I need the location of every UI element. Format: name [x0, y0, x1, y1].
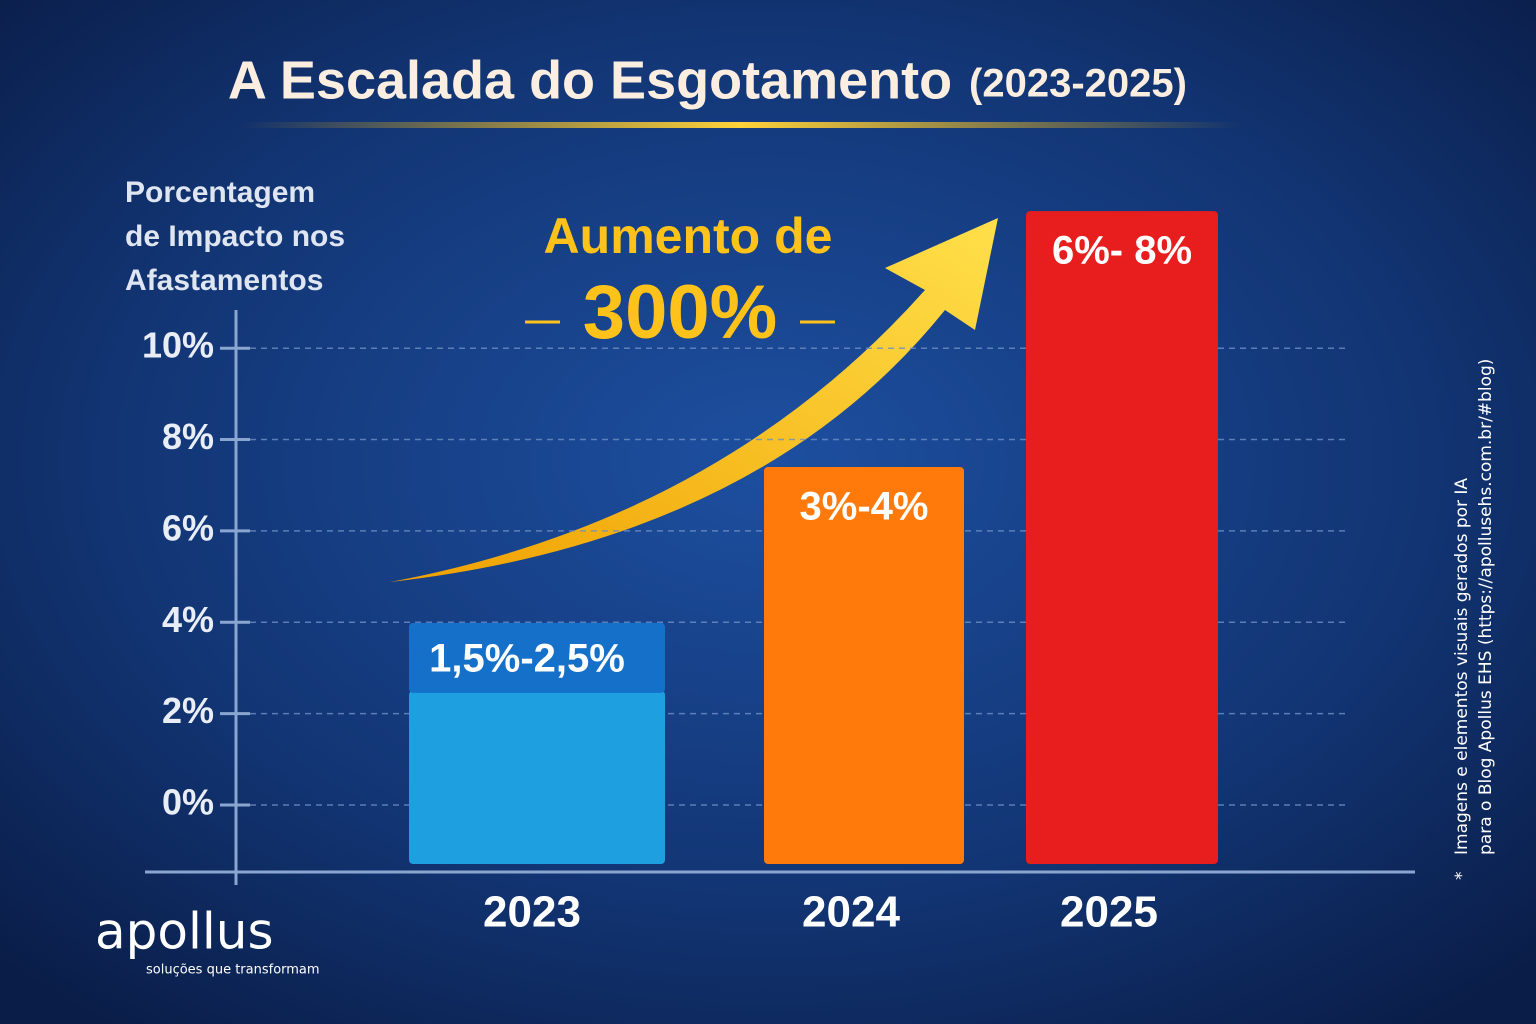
growth-arrow: [390, 218, 998, 582]
y-axis-label-line: Porcentagem: [125, 176, 315, 209]
chart-subtitle: (2023-2025): [969, 62, 1187, 106]
y-tick-label: 6%: [162, 507, 214, 548]
note-mark: *: [1452, 872, 1472, 881]
logo: apollus: [95, 903, 274, 961]
note: * Imagens e elementos visuais gerados po…: [1452, 359, 1496, 880]
bar: [764, 466, 964, 864]
y-axis-label-line: de Impacto nos: [125, 220, 345, 253]
label-box: [409, 622, 665, 693]
y-tick-label: 0%: [162, 782, 214, 823]
bar: [409, 690, 665, 864]
y-tick-label: 4%: [162, 599, 214, 640]
bar-label: 6%- 8%: [1052, 229, 1192, 273]
y-tick-label: 2%: [162, 690, 214, 731]
y-axis-label-line: Afastamentos: [125, 264, 323, 297]
y-tick-label: 8%: [162, 416, 214, 457]
bar: [1026, 211, 1218, 865]
bar-label: 3%-4%: [800, 485, 929, 529]
note-line: Imagens e elementos visuais gerados por …: [1452, 478, 1472, 855]
x-tick-label: 2025: [1060, 888, 1158, 937]
chart-title: A Escalada do Esgotamento: [228, 50, 952, 110]
note-line: para o Blog Apollus EHS (https://apollus…: [1476, 359, 1496, 855]
x-tick-label: 2024: [802, 888, 900, 937]
annotation-value: 300%: [583, 270, 777, 355]
logo-tagline: soluções que transformam: [146, 963, 320, 978]
y-axis-label: Porcentagem de Impacto nos Afastamentos: [125, 176, 345, 297]
x-tick-label: 2023: [483, 888, 581, 937]
bar-label: 1,5%-2,5%: [429, 636, 625, 680]
y-tick-label: 10%: [142, 325, 214, 366]
annotation-text: Aumento de: [544, 208, 833, 264]
title-underline: [240, 122, 1240, 128]
